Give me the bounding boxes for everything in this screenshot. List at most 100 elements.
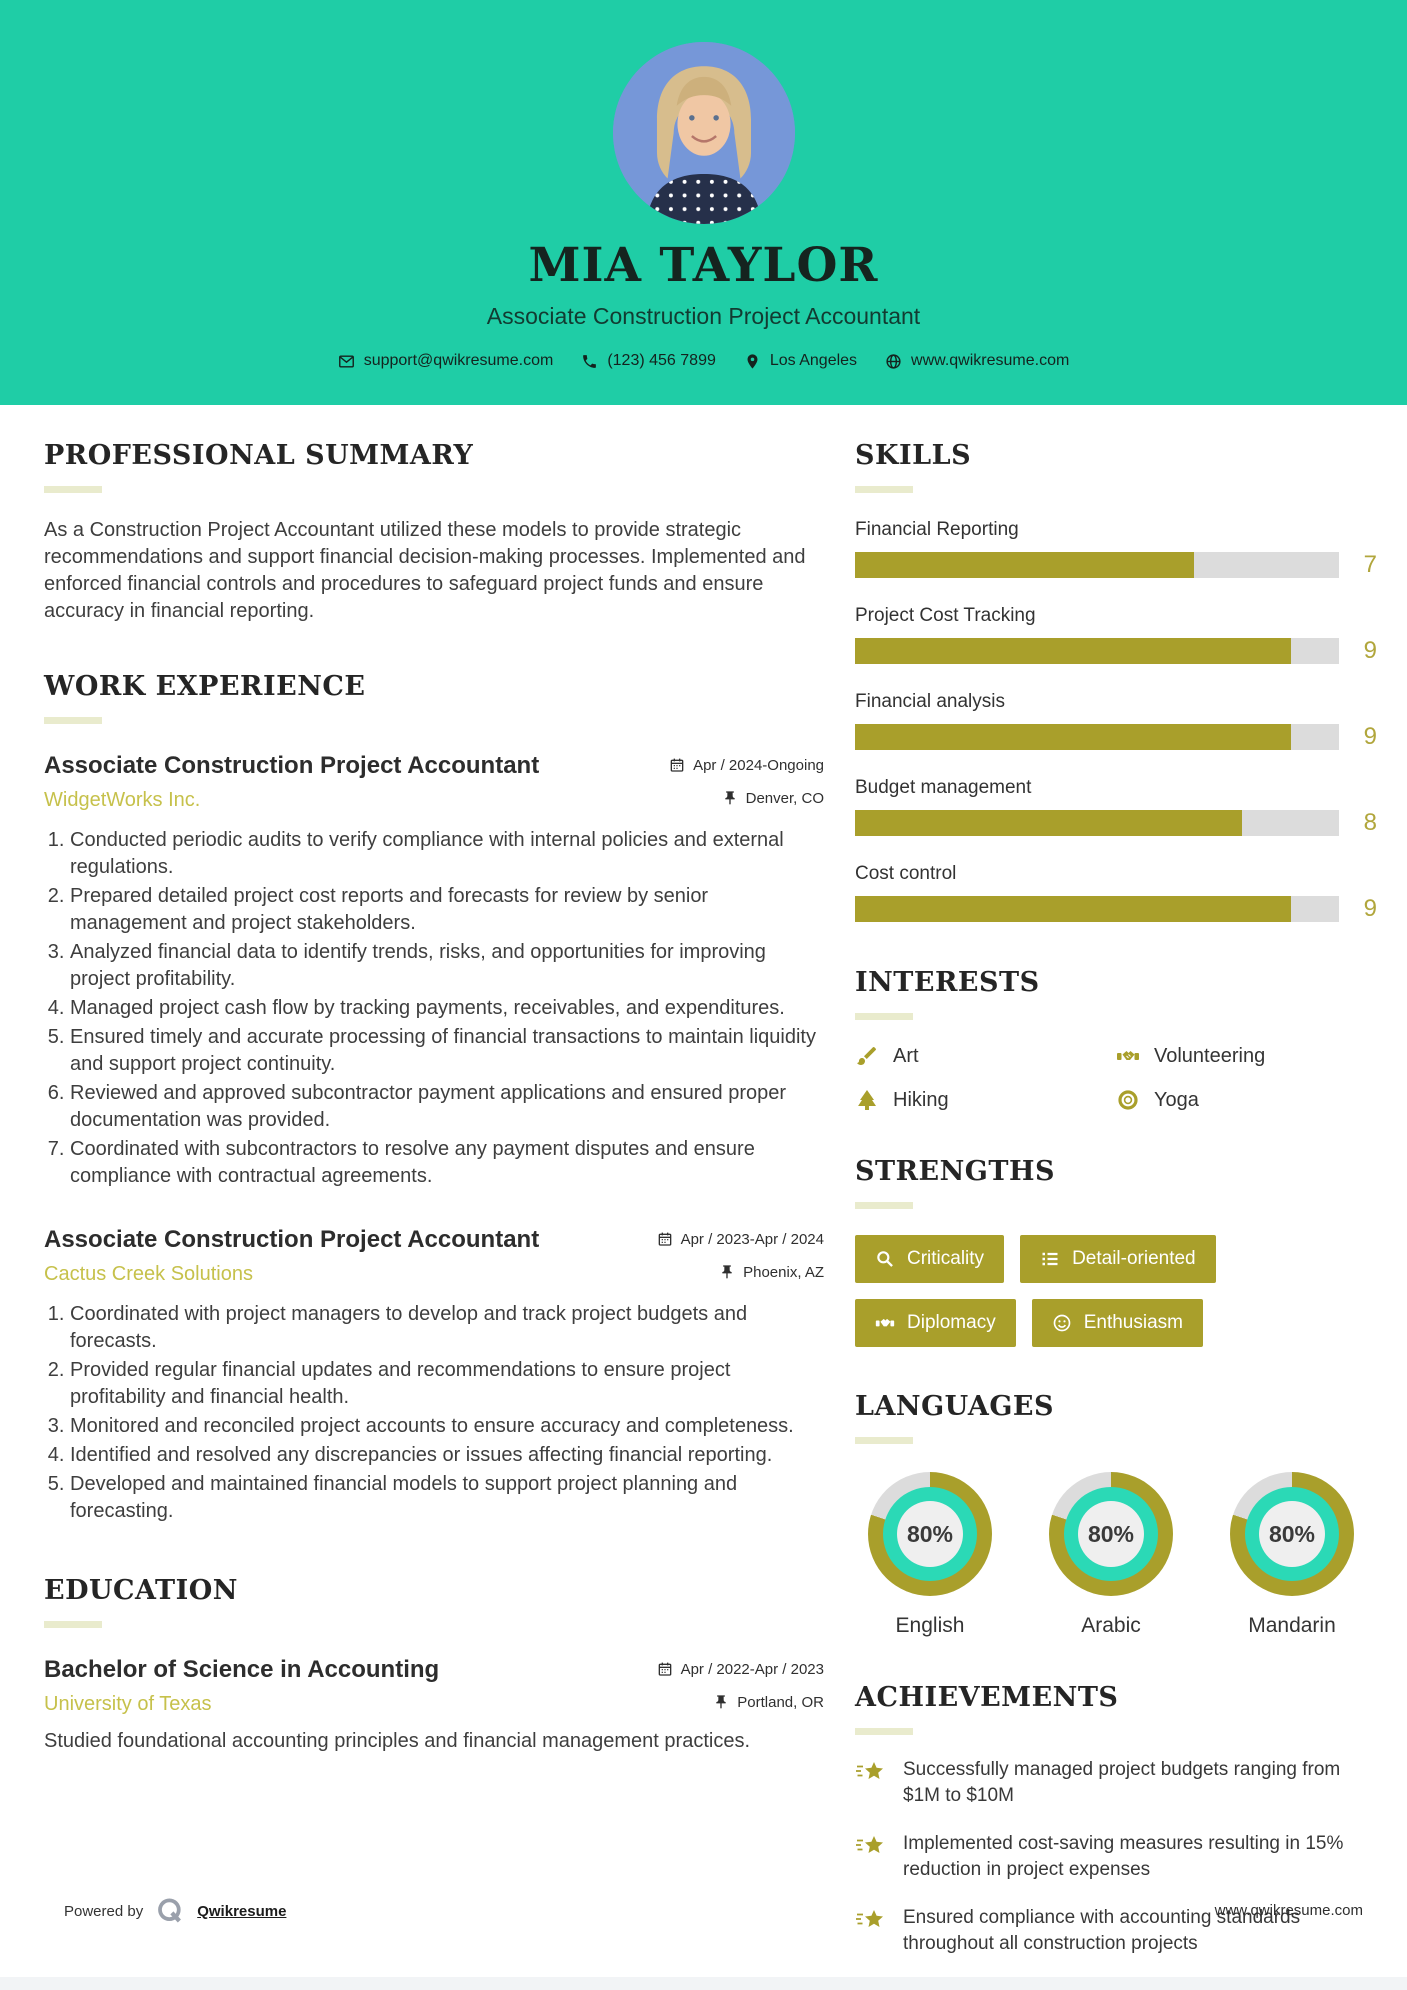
- donut-percent: 80%: [1259, 1501, 1325, 1567]
- interest-label: Art: [893, 1044, 919, 1067]
- skill-bar-fill: [855, 810, 1243, 836]
- contact-location: Los Angeles: [744, 352, 857, 370]
- job-entry: Associate Construction Project Accountan…: [44, 1226, 824, 1525]
- right-column: SKILLS Financial Reporting 7 Project Cos…: [855, 440, 1377, 1957]
- achievement-item: Implemented cost-saving measures resulti…: [855, 1831, 1377, 1883]
- achievement-item: Successfully managed project budgets ran…: [855, 1757, 1377, 1809]
- qwikresume-logo-icon: [155, 1896, 185, 1926]
- contact-website[interactable]: www.qwikresume.com: [885, 352, 1069, 370]
- shooting-star-icon: [855, 1759, 887, 1789]
- education-location-text: Portland, OR: [737, 1693, 824, 1711]
- language-name: English: [895, 1614, 965, 1637]
- mail-icon: [338, 353, 355, 370]
- handshake-icon: [875, 1313, 895, 1333]
- skill-row: Project Cost Tracking 9: [855, 605, 1377, 665]
- list-item: Ensured timely and accurate processing o…: [70, 1024, 824, 1078]
- calendar-icon: [657, 1661, 673, 1677]
- section-heading: INTERESTS: [855, 967, 1040, 998]
- skill-name: Cost control: [855, 863, 957, 884]
- job-title: Associate Construction Project Accountan…: [44, 752, 540, 779]
- heading-underline: [44, 717, 102, 724]
- list-item: Developed and maintained financial model…: [70, 1471, 824, 1525]
- company-name: Cactus Creek Solutions: [44, 1263, 253, 1285]
- list-icon: [1040, 1249, 1060, 1269]
- job-location-text: Phoenix, AZ: [743, 1263, 824, 1281]
- section-work-experience: WORK EXPERIENCE Associate Construction P…: [44, 671, 824, 1525]
- section-heading: PROFESSIONAL SUMMARY: [44, 440, 474, 471]
- bottom-strip: [0, 1977, 1407, 1990]
- pushpin-icon: [713, 1694, 729, 1710]
- job-entry: Associate Construction Project Accountan…: [44, 752, 824, 1190]
- pushpin-icon: [719, 1264, 735, 1280]
- strength-label: Diplomacy: [907, 1312, 996, 1333]
- language-donut-chart: 80%: [868, 1472, 992, 1596]
- shooting-star-icon: [855, 1907, 887, 1937]
- education-description: Studied foundational accounting principl…: [44, 1730, 751, 1752]
- paintbrush-icon: [855, 1044, 879, 1068]
- shooting-star-icon: [855, 1833, 887, 1863]
- education-dates: Apr / 2022-Apr / 2023: [657, 1661, 824, 1678]
- skill-score: 8: [1363, 809, 1377, 836]
- section-interests: INTERESTS Art Volunteering Hiking Yoga: [855, 967, 1377, 1112]
- pushpin-icon: [722, 790, 738, 806]
- job-title: Associate Construction Project Accountan…: [44, 1226, 540, 1253]
- section-heading: EDUCATION: [44, 1575, 238, 1606]
- list-item: Prepared detailed project cost reports a…: [70, 883, 824, 937]
- skill-bar-track: [855, 810, 1339, 836]
- section-heading: ACHIEVEMENTS: [855, 1682, 1119, 1713]
- skill-bar-track: [855, 638, 1339, 664]
- location-pin-icon: [744, 353, 761, 370]
- school-name: University of Texas: [44, 1693, 212, 1715]
- section-education: EDUCATION Bachelor of Science in Account…: [44, 1575, 824, 1755]
- skill-bar-fill: [855, 896, 1291, 922]
- phone-icon: [581, 353, 598, 370]
- section-professional-summary: PROFESSIONAL SUMMARY As a Construction P…: [44, 440, 824, 625]
- job-location-text: Denver, CO: [745, 789, 824, 807]
- list-item: Conducted periodic audits to verify comp…: [70, 827, 824, 881]
- achievement-text: Successfully managed project budgets ran…: [903, 1759, 1341, 1806]
- interest-item: Yoga: [1116, 1088, 1377, 1112]
- watermark-url: www.qwikresume.com: [1214, 1902, 1363, 1919]
- education-location: Portland, OR: [713, 1694, 824, 1711]
- interest-label: Volunteering: [1154, 1044, 1266, 1067]
- skill-score: 7: [1363, 551, 1377, 578]
- education-dates-text: Apr / 2022-Apr / 2023: [680, 1660, 824, 1678]
- list-item: Coordinated with subcontractors to resol…: [70, 1136, 824, 1190]
- contact-website-text: www.qwikresume.com: [911, 352, 1070, 369]
- job-location: Phoenix, AZ: [719, 1264, 824, 1281]
- section-heading: WORK EXPERIENCE: [44, 671, 366, 702]
- strength-label: Detail-oriented: [1072, 1248, 1196, 1269]
- skill-name: Project Cost Tracking: [855, 605, 1036, 626]
- contact-row: support@qwikresume.com (123) 456 7899 Lo…: [0, 352, 1407, 370]
- qwikresume-link[interactable]: Qwikresume: [197, 1902, 287, 1920]
- strength-badge-detail-oriented: Detail-oriented: [1020, 1235, 1216, 1283]
- contact-location-text: Los Angeles: [769, 352, 858, 369]
- skill-bar-fill: [855, 638, 1291, 664]
- donut-inner-ring: 80%: [883, 1487, 977, 1581]
- strength-label: Enthusiasm: [1083, 1312, 1183, 1333]
- search-icon: [875, 1249, 895, 1269]
- languages-row: 80% English 80% Arabic: [855, 1472, 1377, 1638]
- heading-underline: [855, 1437, 913, 1444]
- strength-badge-enthusiasm: Enthusiasm: [1031, 1299, 1203, 1347]
- strength-label: Criticality: [907, 1248, 985, 1269]
- language-item: 80% English: [855, 1472, 1005, 1638]
- job-dates-text: Apr / 2023-Apr / 2024: [680, 1230, 824, 1248]
- list-item: Identified and resolved any discrepancie…: [70, 1442, 824, 1469]
- heading-underline: [44, 486, 102, 493]
- strengths-wrap: Criticality Detail-oriented Diplomacy En…: [855, 1235, 1377, 1347]
- section-heading: STRENGTHS: [855, 1156, 1055, 1187]
- powered-by-text: Powered by: [64, 1902, 144, 1920]
- skill-score: 9: [1363, 895, 1377, 922]
- interest-label: Hiking: [893, 1088, 949, 1111]
- skill-row: Financial analysis 9: [855, 691, 1377, 751]
- section-heading: LANGUAGES: [855, 1391, 1054, 1422]
- skill-row: Budget management 8: [855, 777, 1377, 837]
- list-item: Reviewed and approved subcontractor paym…: [70, 1080, 824, 1134]
- ring-icon: [1116, 1088, 1140, 1112]
- donut-inner-ring: 80%: [1245, 1487, 1339, 1581]
- interests-grid: Art Volunteering Hiking Yoga: [855, 1044, 1377, 1112]
- handshake-icon: [1116, 1044, 1140, 1068]
- contact-phone: (123) 456 7899: [581, 352, 716, 370]
- list-item: Provided regular financial updates and r…: [70, 1357, 824, 1411]
